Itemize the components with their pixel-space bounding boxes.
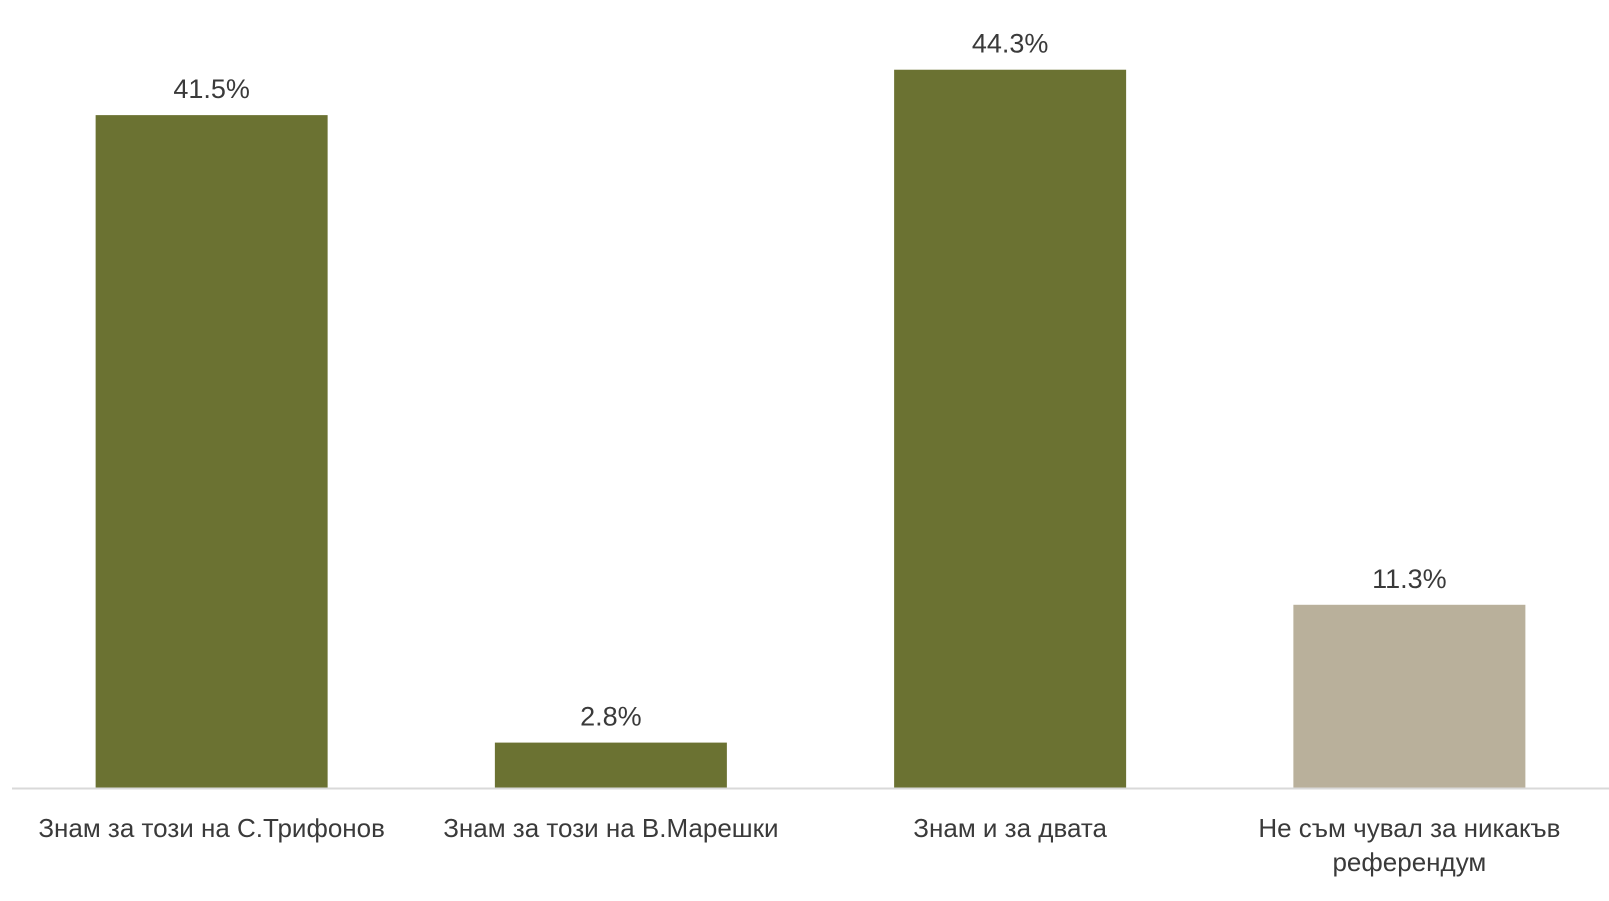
bar-value-label-4: 11.3% xyxy=(1372,564,1447,594)
category-label-4-line-1: Не съм чувал за никакъв xyxy=(1258,813,1560,843)
category-label-4-line-2: референдум xyxy=(1332,847,1486,877)
bar-4 xyxy=(1293,604,1526,788)
bar-value-label-1: 41.5% xyxy=(173,74,250,104)
bar-1 xyxy=(95,115,328,789)
category-label-1: Знам за този на С.Трифонов xyxy=(38,813,385,843)
bar-value-label-3: 44.3% xyxy=(972,29,1049,59)
category-label-3: Знам и за двата xyxy=(913,813,1107,843)
bar-value-label-2: 2.8% xyxy=(580,702,642,732)
bars-layer xyxy=(95,69,1526,789)
bar-3 xyxy=(894,69,1127,789)
bar-2 xyxy=(494,742,727,788)
value-labels-layer: 41.5% 2.8% 44.3% 11.3% xyxy=(173,29,1446,732)
category-labels-layer: Знам за този на С.Трифонов Знам за този н… xyxy=(38,813,1560,877)
category-label-2: Знам за този на В.Марешки xyxy=(443,813,778,843)
